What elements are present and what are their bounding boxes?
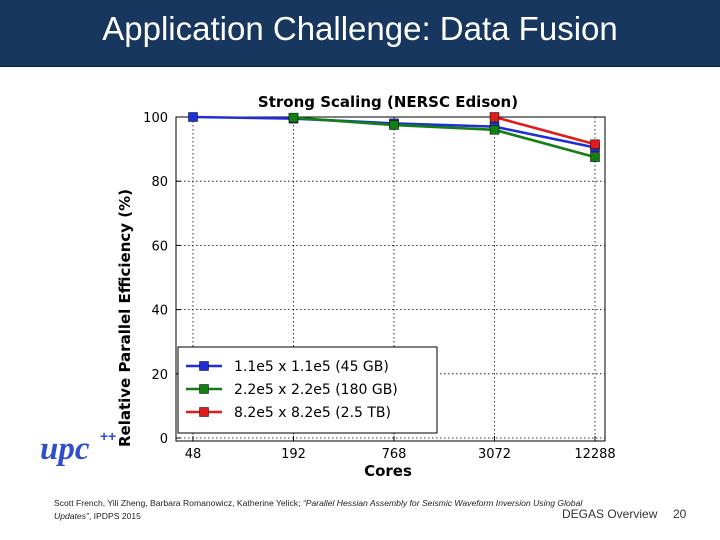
series-2 [288, 112, 600, 162]
y-tick-label: 100 [143, 111, 168, 126]
legend-swatch-marker [199, 384, 209, 394]
series-3 [489, 112, 600, 150]
series-line [494, 115, 596, 146]
x-tick-label: 192 [281, 447, 306, 462]
x-tick-label: 48 [185, 447, 202, 462]
upc-logo-superscript: ++ [100, 428, 116, 444]
slide-title: Application Challenge: Data Fusion [102, 10, 618, 47]
legend-entry: 8.2e5 x 8.2e5 (2.5 TB) [186, 405, 391, 421]
data-point [489, 112, 500, 122]
x-tick-label: 768 [382, 447, 407, 462]
y-tick-label: 80 [151, 175, 168, 190]
data-point [590, 152, 600, 162]
legend-label: 8.2e5 x 8.2e5 (2.5 TB) [234, 405, 391, 421]
y-tick-label: 40 [151, 304, 168, 319]
citation-authors: Scott French, Yili Zheng, Barbara Romano… [54, 498, 303, 508]
footer-label: DEGAS Overview [562, 507, 658, 521]
chart-title: Strong Scaling (NERSC Edison) [258, 93, 518, 111]
x-tick-label: 12288 [574, 447, 615, 462]
data-point [489, 125, 500, 135]
tick-layer: 48 192 768 3072 12288 0 20 40 60 80 100 [143, 111, 616, 462]
citation: Scott French, Yili Zheng, Barbara Romano… [54, 497, 614, 523]
data-point [389, 120, 399, 130]
grid-layer [176, 116, 605, 441]
page-number: 20 [673, 507, 687, 521]
series-line [293, 116, 596, 159]
x-tick-label: 3072 [478, 447, 511, 462]
y-tick-label: 20 [151, 368, 168, 383]
legend-entry: 1.1e5 x 1.1e5 (45 GB) [186, 359, 389, 375]
legend-entry: 2.2e5 x 2.2e5 (180 GB) [186, 382, 398, 398]
citation-venue: , IPDPS 2015 [88, 511, 141, 521]
data-point [288, 112, 299, 123]
citation-paper-title: “Parallel Hessian Assembly for Seismic W… [54, 498, 583, 521]
data-point [188, 112, 198, 122]
chart-legend: 1.1e5 x 1.1e5 (45 GB) 2.2e5 x 2.2e5 (180 … [177, 346, 438, 434]
strong-scaling-chart: Strong Scaling (NERSC Edison) 48 192 768 30… [116, 93, 616, 480]
y-axis-label: Relative Parallel Efficiency (%) [116, 189, 134, 447]
upc-logo: upc ++ [40, 428, 116, 467]
legend-swatch-marker [199, 361, 209, 371]
data-point [590, 139, 600, 150]
y-tick-label: 60 [151, 239, 168, 254]
y-tick-label: 0 [160, 432, 168, 447]
legend-swatch-marker [199, 407, 209, 417]
title-bar: Application Challenge: Data Fusion [0, 0, 720, 67]
upc-logo-text: upc [40, 431, 90, 467]
legend-label: 1.1e5 x 1.1e5 (45 GB) [234, 359, 389, 375]
x-axis-label: Cores [364, 462, 412, 480]
series-layer [188, 112, 600, 162]
legend-label: 2.2e5 x 2.2e5 (180 GB) [234, 382, 398, 398]
